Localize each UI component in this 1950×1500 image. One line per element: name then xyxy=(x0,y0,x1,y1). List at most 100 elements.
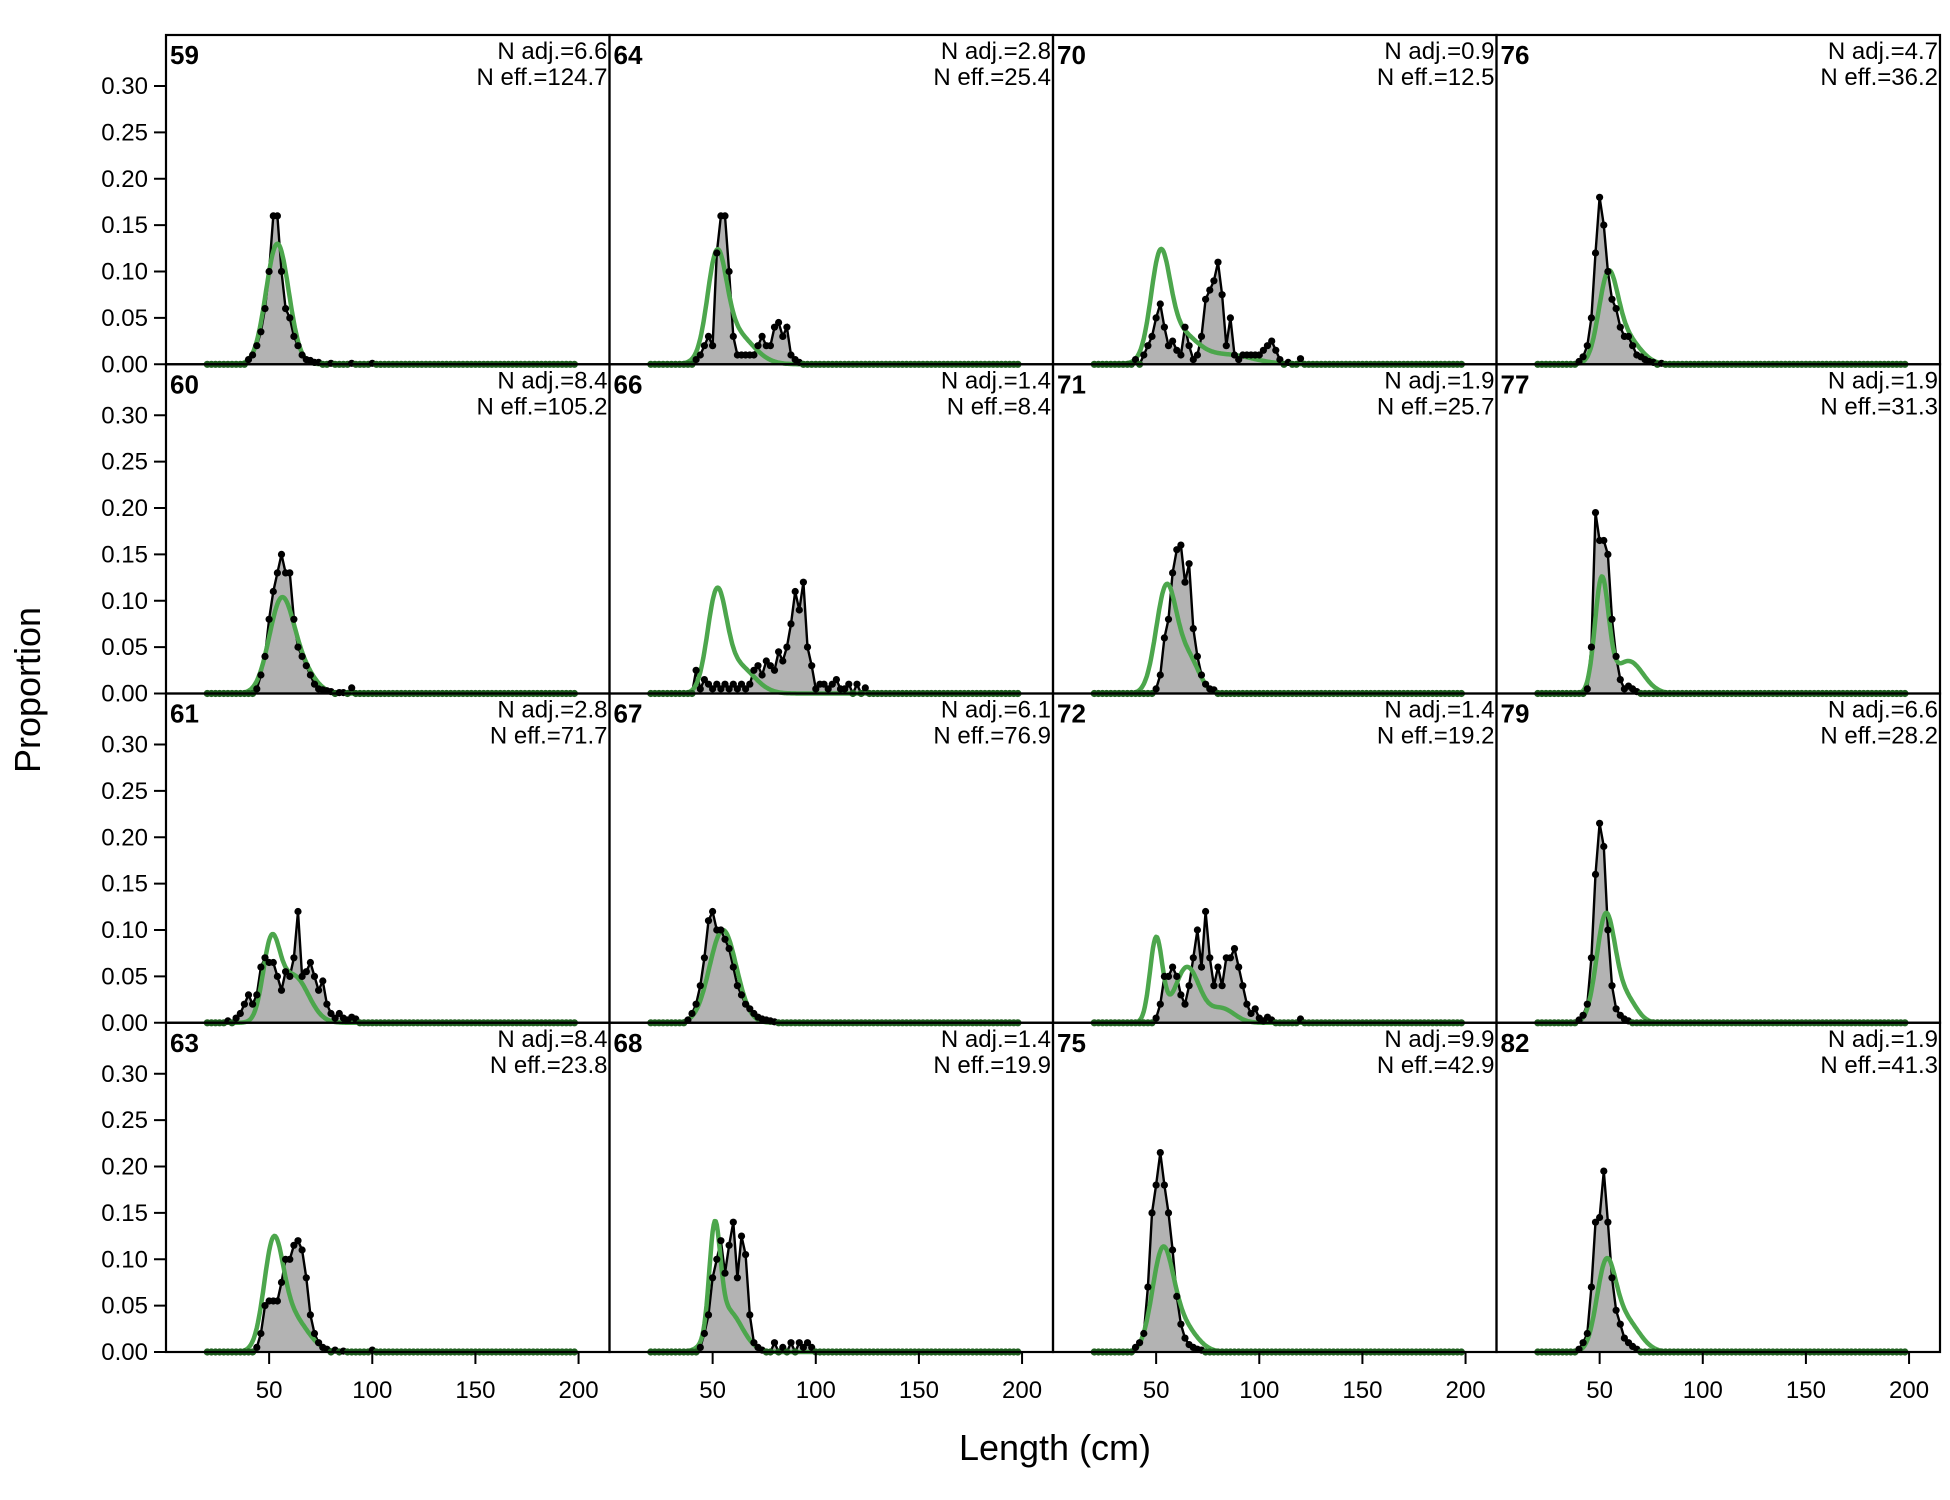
observed-point xyxy=(302,662,310,670)
observed-point xyxy=(709,342,717,350)
observed-point xyxy=(1152,1181,1160,1189)
observed-point xyxy=(1604,1218,1612,1226)
observed-point xyxy=(261,1302,269,1310)
observed-point xyxy=(729,680,737,688)
y-tick-label: 0.15 xyxy=(101,541,148,568)
observed-point xyxy=(1156,1000,1164,1008)
observed-point xyxy=(1235,963,1243,971)
observed-point xyxy=(704,917,713,925)
observed-point xyxy=(302,968,310,976)
x-tick-label: 50 xyxy=(699,1377,726,1404)
n-eff-label: N eff.=28.2 xyxy=(1820,723,1938,750)
observed-point xyxy=(704,1311,713,1319)
panel-label: 66 xyxy=(614,369,643,399)
observed-point xyxy=(770,323,779,331)
observed-point xyxy=(286,1255,294,1263)
observed-point xyxy=(1169,569,1177,577)
observed-point xyxy=(257,328,265,336)
observed-point xyxy=(725,1241,733,1249)
observed-point xyxy=(1600,221,1608,229)
observed-point xyxy=(1583,685,1591,693)
panel-label: 75 xyxy=(1057,1028,1086,1058)
n-adj-label: N adj.=4.7 xyxy=(1828,38,1938,65)
observed-area xyxy=(207,554,575,694)
y-tick-label: 0.20 xyxy=(101,824,148,851)
observed-point xyxy=(799,578,808,586)
y-tick-label: 0.25 xyxy=(101,119,148,146)
observed-point xyxy=(1131,1343,1140,1351)
observed-point xyxy=(335,1009,343,1018)
observed-point xyxy=(766,662,775,670)
observed-point xyxy=(315,1339,323,1347)
y-tick-label: 0.25 xyxy=(101,778,148,805)
x-tick-label: 100 xyxy=(1239,1377,1279,1404)
n-adj-label: N adj.=1.4 xyxy=(941,367,1051,394)
panel-82: 82 N adj.=1.9N eff.=41.3 xyxy=(1495,1021,1942,1356)
observed-point xyxy=(269,587,277,596)
observed-point xyxy=(253,685,261,693)
y-tick-label: 0.30 xyxy=(101,732,148,759)
x-tick-label: 200 xyxy=(1446,1377,1486,1404)
y-axis: 0.00 0.05 0.10 0.15 0.20 0.25 0.30 0.00 0.05 0.10… xyxy=(101,73,166,1366)
observed-point xyxy=(273,972,281,981)
y-tick-label: 0.30 xyxy=(101,402,148,429)
observed-point xyxy=(742,1000,750,1008)
y-tick-label: 0.30 xyxy=(101,1061,148,1088)
observed-point xyxy=(1608,295,1616,303)
observed-point xyxy=(310,680,319,688)
observed-point xyxy=(1596,819,1604,827)
observed-point xyxy=(1160,323,1168,331)
observed-point xyxy=(1579,1339,1587,1347)
observed-point xyxy=(273,212,281,220)
panel-label: 64 xyxy=(614,40,643,70)
n-eff-label: N eff.=41.3 xyxy=(1820,1052,1938,1079)
observed-point xyxy=(253,991,261,999)
observed-point xyxy=(832,676,841,684)
observed-point xyxy=(725,267,733,276)
observed-point xyxy=(1222,342,1230,350)
observed-point xyxy=(1296,355,1305,363)
panel-59: 59 N adj.=6.6N eff.=124.7 xyxy=(164,33,611,368)
observed-point xyxy=(713,1255,721,1263)
expected-line xyxy=(1093,581,1463,696)
y-tick-label: 0.00 xyxy=(101,351,148,378)
observed-point xyxy=(298,972,306,981)
observed-point xyxy=(236,1009,244,1018)
observed-point xyxy=(1596,193,1604,201)
observed-point xyxy=(1230,351,1239,359)
n-eff-label: N eff.=25.4 xyxy=(933,64,1051,91)
observed-point xyxy=(1612,305,1620,313)
observed-point xyxy=(766,342,775,350)
observed-point xyxy=(704,680,713,688)
panel-64: 64 N adj.=2.8N eff.=25.4 xyxy=(608,33,1055,368)
observed-point xyxy=(1156,300,1164,308)
observed-point xyxy=(1131,356,1140,364)
panel-label: 67 xyxy=(614,699,643,729)
observed-point xyxy=(1226,954,1234,962)
n-adj-label: N adj.=1.4 xyxy=(1384,697,1494,724)
n-eff-label: N eff.=25.7 xyxy=(1377,393,1495,420)
observed-point xyxy=(1185,342,1193,350)
observed-point xyxy=(1164,972,1173,981)
observed-point xyxy=(1181,578,1189,586)
observed-area xyxy=(207,215,575,365)
observed-point xyxy=(232,1014,240,1022)
y-tick-label: 0.30 xyxy=(101,73,148,100)
observed-point xyxy=(787,620,795,628)
observed-point xyxy=(775,318,783,327)
observed-point xyxy=(1612,1005,1620,1013)
observed-point xyxy=(249,351,257,359)
n-adj-label: N adj.=8.4 xyxy=(497,367,607,394)
observed-point xyxy=(729,1218,737,1226)
panel-label: 71 xyxy=(1057,369,1086,399)
panel-label: 72 xyxy=(1057,699,1086,729)
observed-point xyxy=(1173,546,1181,554)
observed-point xyxy=(758,671,766,679)
observed-point xyxy=(779,657,787,665)
observed-point xyxy=(310,1329,319,1338)
panel-66: 66 N adj.=1.4N eff.=8.4 xyxy=(608,363,1055,698)
observed-point xyxy=(1591,1218,1600,1226)
y-tick-label: 0.05 xyxy=(101,305,148,332)
observed-point xyxy=(1193,351,1201,359)
